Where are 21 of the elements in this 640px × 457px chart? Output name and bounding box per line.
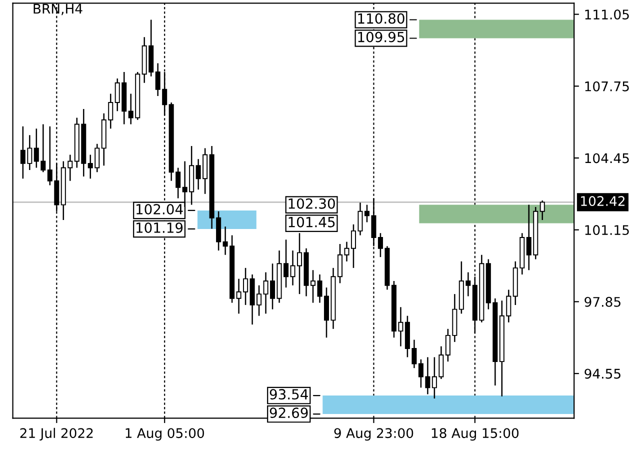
annotation: 102.30	[288, 198, 335, 209]
annotation: 102.04	[136, 204, 183, 214]
annotation: 93.54	[270, 389, 308, 400]
annotation: 92.69	[270, 408, 308, 418]
chart-title: BRN,H4	[34, 4, 82, 16]
y-tick-label: 101.15	[585, 225, 629, 236]
y-tick-label: 94.55	[584, 368, 620, 379]
x-tick-label: 9 Aug 23:00	[334, 428, 414, 441]
candlestick	[540, 200, 545, 221]
y-tick-label: 111.05	[585, 10, 629, 20]
x-tick-label: 18 Aug 15:00	[432, 428, 519, 441]
y-tick-label: 97.85	[584, 296, 620, 307]
y-tick-label: 107.75	[585, 81, 629, 92]
y-tick-label: 104.45	[585, 153, 629, 164]
x-tick-label: 1 Aug 05:00	[126, 428, 204, 441]
ref-line-label: 102.42	[581, 196, 624, 206]
annotation: 110.80	[358, 13, 404, 24]
x-tick-label: 21 Jul 2022	[20, 428, 93, 441]
annotation: 101.19	[136, 222, 183, 233]
annotation: 101.45	[288, 216, 335, 228]
annotation: 109.95	[358, 32, 404, 42]
